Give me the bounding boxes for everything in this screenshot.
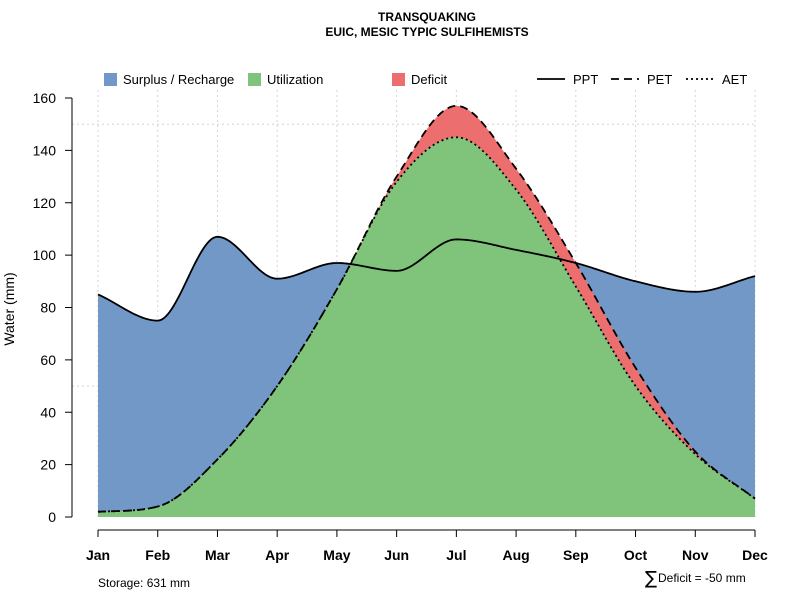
- x-tick-label-apr: Apr: [265, 547, 290, 563]
- y-tick-label-100: 100: [33, 247, 57, 263]
- storage-annotation: Storage: 631 mm: [98, 576, 190, 590]
- legend-label-pet: PET: [647, 72, 672, 87]
- pet-line: [97, 104, 756, 513]
- x-tick-label-jul: Jul: [446, 547, 466, 563]
- x-tick-label-oct: Oct: [624, 547, 648, 563]
- chart-title: TRANSQUAKING: [378, 10, 476, 24]
- x-tick-label-feb: Feb: [145, 547, 170, 563]
- y-tick-label-40: 40: [40, 404, 56, 420]
- y-tick-label-120: 120: [33, 195, 57, 211]
- chart-subtitle: EUIC, MESIC TYPIC SULFIHEMISTS: [325, 25, 528, 39]
- x-tick-label-aug: Aug: [502, 547, 529, 563]
- y-tick-label-80: 80: [40, 300, 56, 316]
- x-tick-label-jun: Jun: [384, 547, 409, 563]
- x-tick-label-sep: Sep: [563, 547, 589, 563]
- utilization-area: [98, 137, 755, 517]
- x-tick-label-dec: Dec: [742, 547, 768, 563]
- x-tick-label-may: May: [323, 547, 350, 563]
- legend-swatch-deficit: [392, 73, 405, 86]
- y-tick-label-160: 160: [33, 90, 57, 106]
- y-tick-label-140: 140: [33, 142, 57, 158]
- legend-label-surplus-recharge: Surplus / Recharge: [123, 72, 234, 87]
- legend-swatch-surplus-recharge: [104, 73, 117, 86]
- x-tick-label-jan: Jan: [86, 547, 110, 563]
- y-tick-label-0: 0: [48, 509, 56, 525]
- legend-label-utilization: Utilization: [267, 72, 323, 87]
- ppt-line: [97, 235, 756, 322]
- legend-swatch-utilization: [248, 73, 261, 86]
- y-axis-title: Water (mm): [1, 272, 17, 345]
- y-tick-label-60: 60: [40, 352, 56, 368]
- x-tick-label-nov: Nov: [682, 547, 709, 563]
- area-fills: [98, 105, 755, 518]
- y-tick-label-20: 20: [40, 457, 56, 473]
- legend-label-ppt: PPT: [573, 72, 598, 87]
- x-tick-label-mar: Mar: [205, 547, 230, 563]
- legend-label-aet: AET: [722, 72, 747, 87]
- deficit-sum-symbol: ∑: [645, 568, 657, 589]
- deficit-annotation: Deficit = -50 mm: [658, 571, 746, 585]
- legend-label-deficit: Deficit: [411, 72, 448, 87]
- axes: 0 20 40 60 80 100 120 140 160 Jan Feb Mar Apr May Jun J…: [33, 90, 768, 563]
- series-lines: [97, 104, 756, 513]
- legend: Surplus / Recharge Utilization Deficit PPT P…: [104, 72, 747, 87]
